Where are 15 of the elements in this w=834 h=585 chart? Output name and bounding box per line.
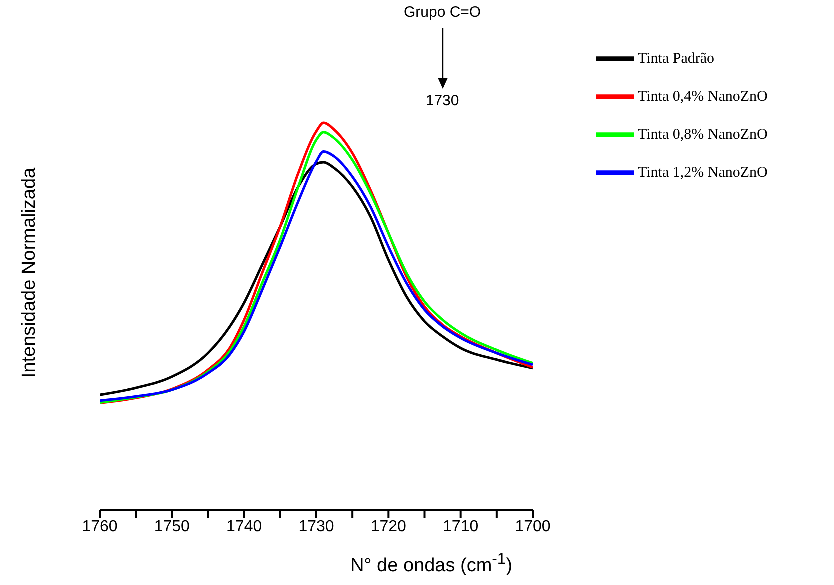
text: 1730 bbox=[426, 92, 460, 110]
x-tick-label: 1710 bbox=[443, 518, 479, 536]
x-tick-label: 1730 bbox=[298, 518, 334, 536]
x-axis-title: N° de ondas (cm$^{-1}$) bbox=[349, 551, 514, 578]
x-tick-label: 1750 bbox=[154, 518, 190, 536]
x-tick-label: 1720 bbox=[370, 518, 407, 536]
x-tick-label: 1700 bbox=[515, 518, 551, 536]
x-tick-label: 1740 bbox=[226, 518, 262, 536]
legend-label: Tinta 1,2% NanoZnO bbox=[638, 165, 768, 182]
y-axis-title: Intensidade Normalizada bbox=[19, 168, 41, 378]
legend-label: Tinta 0,8% NanoZnO bbox=[638, 127, 768, 144]
text: Grupo C=O bbox=[404, 4, 482, 21]
legend-label: Tinta Padrão bbox=[638, 51, 715, 68]
x-tick-label: 1760 bbox=[82, 518, 118, 536]
legend-label: Tinta 0,4% NanoZnO bbox=[638, 89, 768, 106]
